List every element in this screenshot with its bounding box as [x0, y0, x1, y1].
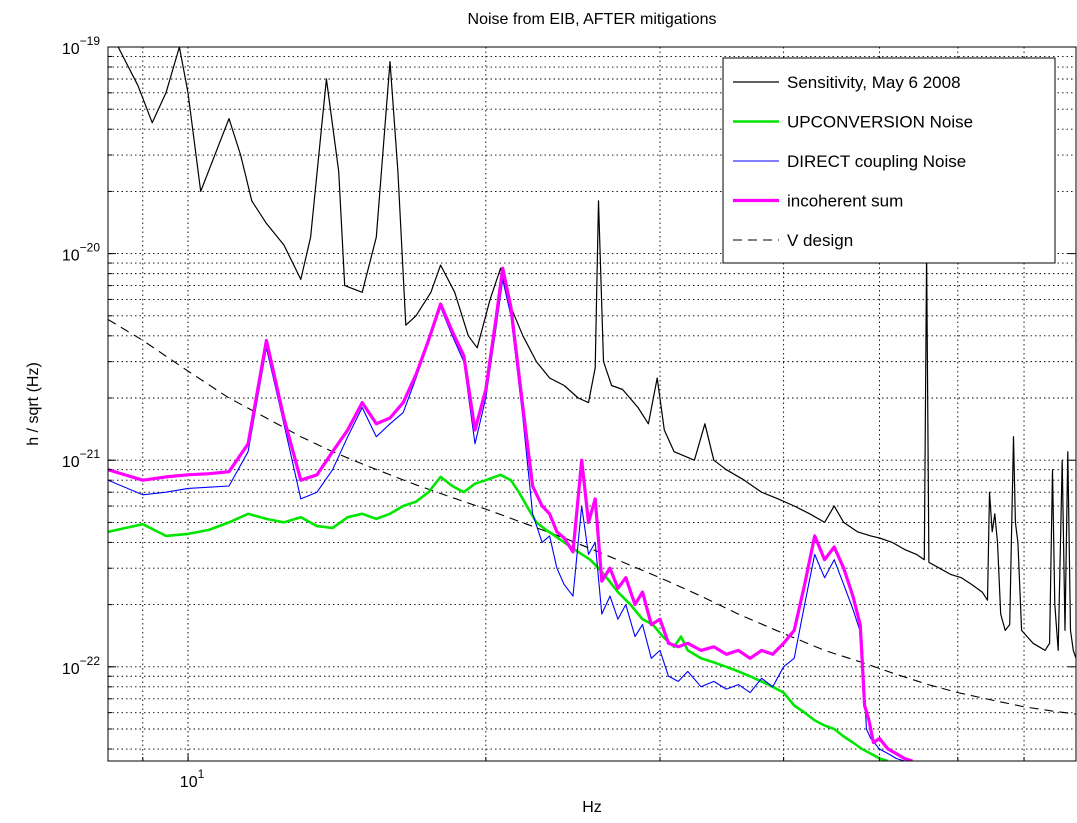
- series-layer: [108, 47, 1076, 761]
- legend-label: UPCONVERSION Noise: [787, 113, 973, 132]
- y-tick-label: 10−20: [62, 241, 100, 265]
- series-line-upconversion-noise: [108, 473, 889, 761]
- legend-label: DIRECT coupling Noise: [787, 152, 966, 171]
- y-tick-label: 10−22: [62, 654, 100, 678]
- legend-label: V design: [787, 231, 853, 250]
- series-line-sensitivity-may-6-2008: [117, 47, 1076, 659]
- chart-title: Noise from EIB, AFTER mitigations: [468, 11, 717, 28]
- legend-label: Sensitivity, May 6 2008: [787, 73, 961, 92]
- axis-ticks: 10−19 10−20 10−21 10−22 101: [62, 34, 1076, 791]
- x-axis-label: Hz: [582, 799, 602, 816]
- legend-label: incoherent sum: [787, 192, 903, 211]
- plot-frame: [107, 46, 1077, 762]
- x-tick-label: 101: [180, 767, 205, 791]
- series-line-incoherent-sum: [108, 266, 913, 761]
- legend: Sensitivity, May 6 2008 UPCONVERSION Nois…: [722, 57, 1056, 264]
- y-tick-label: 10−21: [62, 447, 100, 471]
- y-tick-label: 10−19: [62, 34, 100, 58]
- y-axis-label: h / sqrt (Hz): [25, 362, 42, 446]
- series-line-direct-coupling-noise: [108, 278, 905, 761]
